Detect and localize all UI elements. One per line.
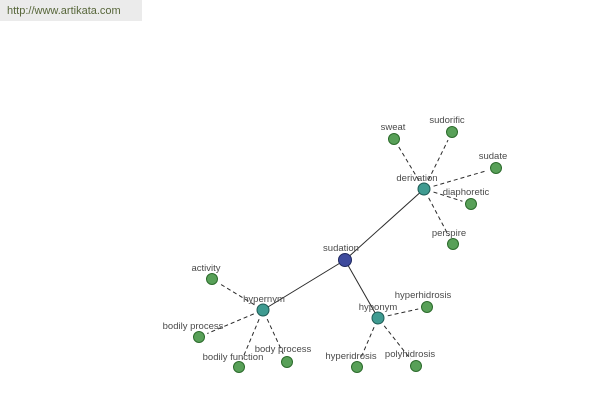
node-label-hypernym[interactable]: hypernym [243,294,285,305]
edge-hypernym-bodily_process [207,313,254,334]
node-bodily_function[interactable] [233,361,245,373]
edge-derivation-diaphoretic [433,191,463,202]
node-body_process[interactable] [281,356,293,368]
node-label-sweat[interactable]: sweat [381,122,406,133]
node-bodily_process[interactable] [193,331,205,343]
label-layer: sudation derivation hypernym hyponym sweat su… [163,115,508,363]
node-perspire[interactable] [447,238,459,250]
node-label-sudation[interactable]: sudation [323,243,359,254]
node-sudate[interactable] [490,162,502,174]
url-bar: http://www.artikata.com [0,0,142,21]
node-layer [193,126,502,373]
node-label-bodily_function[interactable]: bodily function [203,352,264,363]
edge-derivation-sudate [433,170,488,187]
edge-derivation-sudorific [427,139,449,181]
edge-hyponym-polyhidrosis [383,325,411,360]
node-sweat[interactable] [388,133,400,145]
edge-hypernym-body_process [266,318,284,355]
node-label-polyhidrosis[interactable]: polyhidrosis [385,349,435,360]
edge-sudation-hypernym [262,259,346,311]
node-activity[interactable] [206,273,218,285]
node-derivation[interactable] [417,182,431,196]
node-label-bodily_process[interactable]: bodily process [163,321,224,332]
node-label-derivation[interactable]: derivation [396,173,437,184]
url-text: http://www.artikata.com [7,4,121,17]
node-diaphoretic[interactable] [465,198,477,210]
node-hyponym[interactable] [371,311,385,325]
node-label-sudate[interactable]: sudate [479,151,508,162]
node-label-hyponym[interactable]: hyponym [359,302,398,313]
node-hyperhidrosis[interactable] [421,301,433,313]
edge-hyponym-hyperidrosis [360,326,375,359]
edge-derivation-perspire [428,197,450,237]
edge-layer [207,139,488,360]
node-label-activity[interactable]: activity [191,263,220,274]
edge-sudation-hyponym [344,259,379,319]
node-label-body_process[interactable]: body process [255,344,312,355]
node-hyperidrosis[interactable] [351,361,363,373]
node-sudation[interactable] [338,253,352,267]
node-hypernym[interactable] [256,303,270,317]
node-label-sudorific[interactable]: sudorific [429,115,465,126]
edge-hyponym-hyperhidrosis [387,308,419,317]
edge-hypernym-bodily_function [242,319,260,359]
node-polyhidrosis[interactable] [410,360,422,372]
node-sudorific[interactable] [446,126,458,138]
node-label-diaphoretic[interactable]: diaphoretic [443,187,490,198]
edge-sudation-derivation [344,188,425,261]
node-label-hyperhidrosis[interactable]: hyperhidrosis [395,290,452,301]
node-label-hyperidrosis[interactable]: hyperidrosis [325,351,376,362]
node-label-perspire[interactable]: perspire [432,228,466,239]
